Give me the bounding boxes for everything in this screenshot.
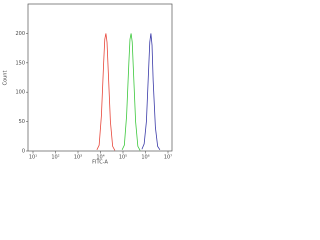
histogram-line	[121, 33, 141, 151]
x-tick-label: 10³	[74, 155, 82, 161]
histogram-line	[96, 33, 116, 151]
plot-frame	[27, 3, 173, 152]
x-tick-label: 10¹	[29, 155, 37, 161]
y-tick-label: 150	[15, 60, 25, 66]
y-tick-label: 0	[22, 149, 25, 155]
histogram-line	[141, 33, 161, 151]
x-tick-label: 10⁵	[119, 155, 127, 161]
x-axis-label: FITC-A	[92, 160, 108, 166]
chart: FITC-A Count 0 50 100 150 200 10¹ 10² 10³ 10⁴ 10⁵…	[3, 3, 173, 166]
y-tick-label: 50	[19, 119, 25, 125]
x-tick-label: 10⁶	[141, 155, 149, 161]
x-tick-label: 10²	[51, 155, 59, 161]
y-axis-label: Count	[3, 71, 9, 86]
x-tick-label: 10⁴	[96, 155, 104, 161]
y-tick-label: 200	[15, 31, 25, 37]
y-tick-label: 100	[15, 90, 25, 96]
x-tick-label: 10⁷	[164, 155, 172, 161]
